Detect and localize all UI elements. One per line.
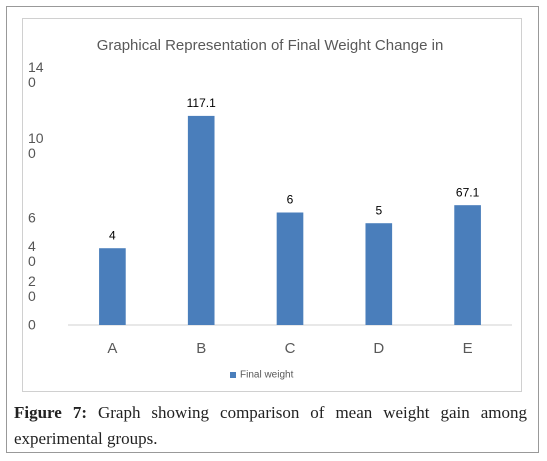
chart-title: Graphical Representation of Final Weight…: [97, 37, 444, 54]
y-tick-label: 2 0: [28, 273, 36, 305]
bar: [187, 115, 215, 326]
data-label: 6: [287, 193, 294, 207]
y-tick-label: 10 0: [28, 130, 44, 162]
data-label: 67.1: [456, 185, 480, 199]
caption: Figure 7: Graph showing comparison of me…: [14, 400, 527, 452]
caption-text: Graph showing comparison of mean weight …: [14, 403, 527, 448]
legend-label: Final weight: [240, 370, 294, 381]
x-tick-label: D: [373, 340, 384, 357]
bar: [454, 205, 481, 325]
y-tick-label: 14 0: [28, 59, 44, 90]
chart-area: [22, 18, 522, 392]
bar: [276, 212, 304, 325]
y-tick-label: 6: [28, 209, 36, 226]
legend-swatch: [230, 372, 236, 378]
x-tick-label: B: [196, 340, 206, 357]
figure-frame: [6, 6, 539, 453]
x-tick-label: E: [463, 340, 473, 357]
caption-label: Figure 7:: [14, 403, 87, 422]
x-tick-label: C: [285, 340, 296, 357]
data-label: 117.1: [187, 96, 216, 110]
x-tick-label: A: [107, 340, 117, 357]
data-label: 4: [109, 228, 116, 242]
y-tick-label: 0: [28, 316, 36, 333]
bar: [99, 248, 126, 325]
data-label: 5: [375, 203, 382, 217]
y-tick-label: 4 0: [28, 237, 36, 269]
bar: [365, 223, 393, 325]
